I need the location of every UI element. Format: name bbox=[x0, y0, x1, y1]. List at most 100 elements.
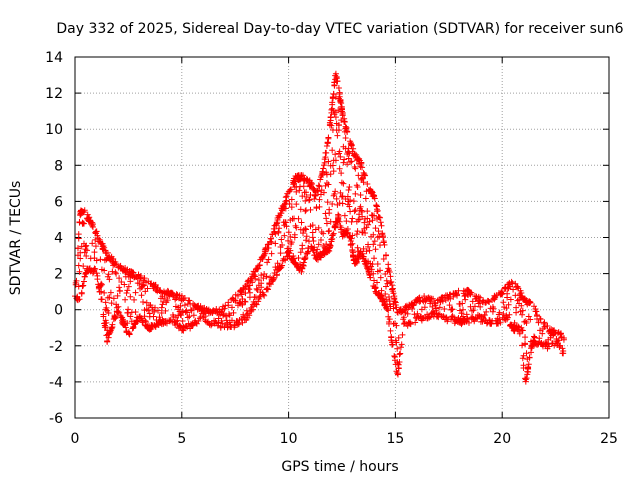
data-point bbox=[479, 318, 486, 325]
data-point bbox=[352, 190, 359, 197]
data-point bbox=[272, 240, 279, 247]
data-point bbox=[396, 351, 403, 358]
data-point bbox=[282, 257, 289, 264]
data-point bbox=[270, 275, 277, 282]
data-point bbox=[323, 215, 330, 222]
data-point bbox=[230, 309, 237, 316]
data-point bbox=[87, 218, 94, 225]
data-point bbox=[383, 277, 390, 284]
data-point bbox=[340, 180, 347, 187]
data-point bbox=[261, 252, 268, 259]
data-point bbox=[281, 232, 288, 239]
data-point bbox=[519, 327, 526, 334]
data-point bbox=[415, 295, 422, 302]
data-point bbox=[148, 325, 155, 332]
data-point bbox=[329, 235, 336, 242]
data-point bbox=[504, 314, 511, 321]
data-point bbox=[357, 203, 364, 210]
data-point bbox=[347, 159, 354, 166]
data-point bbox=[386, 316, 393, 323]
data-point bbox=[350, 145, 357, 152]
data-point bbox=[351, 208, 358, 215]
data-point bbox=[362, 172, 369, 179]
data-point bbox=[336, 90, 343, 97]
data-point bbox=[300, 230, 307, 237]
data-point bbox=[379, 230, 386, 237]
data-point bbox=[371, 195, 378, 202]
data-point bbox=[347, 242, 354, 249]
data-point bbox=[265, 256, 272, 263]
data-point bbox=[370, 270, 377, 277]
y-tick-label: 2 bbox=[54, 267, 63, 283]
data-point bbox=[282, 194, 289, 201]
data-point bbox=[326, 210, 333, 217]
data-point bbox=[338, 193, 345, 200]
data-point bbox=[314, 188, 321, 195]
data-point bbox=[381, 301, 388, 308]
data-point bbox=[107, 289, 114, 296]
data-point bbox=[359, 250, 366, 257]
data-point bbox=[322, 182, 329, 189]
data-point bbox=[109, 268, 116, 275]
data-point bbox=[130, 269, 137, 276]
data-point bbox=[358, 207, 365, 214]
data-point bbox=[303, 189, 310, 196]
data-point bbox=[195, 317, 202, 324]
data-point bbox=[490, 305, 497, 312]
data-point bbox=[300, 261, 307, 268]
data-point bbox=[523, 375, 530, 382]
data-point bbox=[265, 245, 272, 252]
data-point bbox=[196, 315, 203, 322]
data-point bbox=[296, 187, 303, 194]
data-point bbox=[523, 350, 530, 357]
data-point bbox=[368, 263, 375, 270]
data-point bbox=[80, 220, 87, 227]
data-point bbox=[451, 314, 458, 321]
data-point bbox=[397, 344, 404, 351]
data-point bbox=[360, 253, 367, 260]
data-point bbox=[98, 280, 105, 287]
data-point bbox=[325, 181, 332, 188]
data-point bbox=[221, 305, 228, 312]
data-point bbox=[118, 278, 125, 285]
data-point bbox=[328, 122, 335, 129]
data-point bbox=[110, 295, 117, 302]
data-point bbox=[333, 195, 340, 202]
data-point bbox=[297, 249, 304, 256]
data-point bbox=[311, 196, 318, 203]
data-point bbox=[522, 334, 529, 341]
data-point bbox=[393, 304, 400, 311]
data-point bbox=[293, 188, 300, 195]
data-point bbox=[398, 341, 405, 348]
data-point bbox=[291, 231, 298, 238]
data-point bbox=[520, 352, 527, 359]
data-point bbox=[384, 280, 391, 287]
y-tick-label: 6 bbox=[54, 194, 63, 210]
data-point bbox=[121, 281, 128, 288]
data-point bbox=[337, 97, 344, 104]
data-point bbox=[371, 192, 378, 199]
data-point bbox=[94, 276, 101, 283]
data-point bbox=[151, 308, 158, 315]
data-point bbox=[287, 233, 294, 240]
data-point bbox=[267, 235, 274, 242]
y-axis-title: SDTVAR / TECUs bbox=[8, 181, 24, 296]
data-point bbox=[539, 330, 546, 337]
data-point bbox=[338, 179, 345, 186]
data-point bbox=[282, 205, 289, 212]
data-point bbox=[283, 223, 290, 230]
data-point bbox=[103, 319, 110, 326]
data-point bbox=[232, 297, 239, 304]
data-point bbox=[261, 292, 268, 299]
data-point bbox=[412, 319, 419, 326]
data-point bbox=[506, 311, 513, 318]
data-point bbox=[136, 280, 143, 287]
data-point bbox=[346, 183, 353, 190]
data-point bbox=[93, 270, 100, 277]
data-point bbox=[98, 281, 105, 288]
data-point bbox=[74, 297, 81, 304]
data-point bbox=[468, 289, 475, 296]
data-point bbox=[180, 327, 187, 334]
data-point bbox=[273, 221, 280, 228]
data-point bbox=[388, 282, 395, 289]
